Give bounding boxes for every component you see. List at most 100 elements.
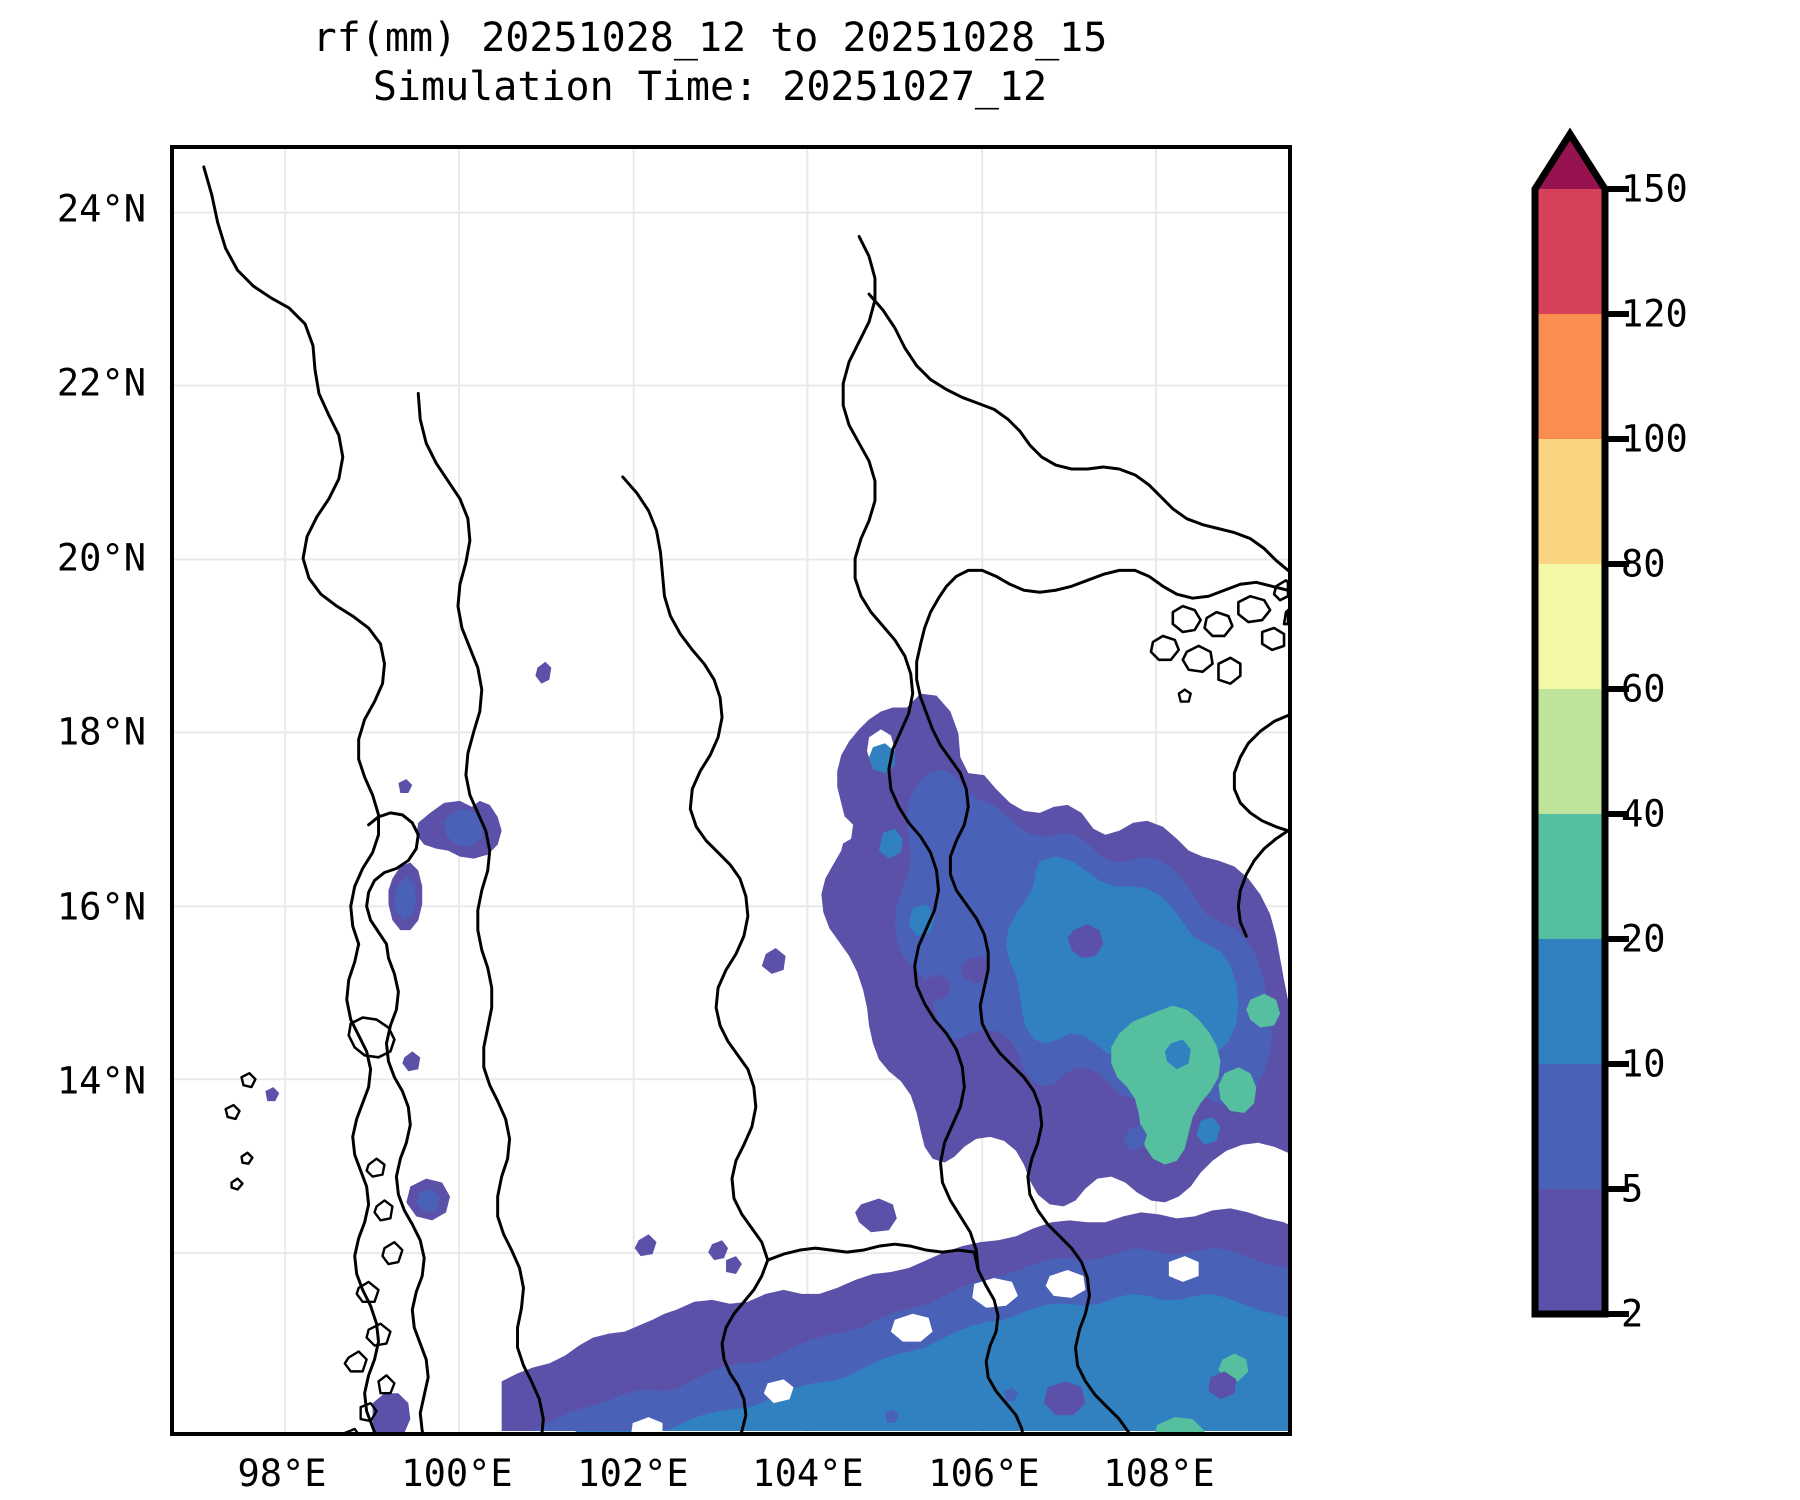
rain-myanmar-inland-5-10 [444,808,484,847]
colorbar-tick-80: 80 [1621,542,1666,586]
colorbar-band-100-120 [1535,314,1605,439]
coast-hainan [1232,713,1288,833]
coast-vietnam-central [931,727,1131,1432]
colorbar-svg [1531,127,1629,1318]
colorbar-band-60-80 [1535,564,1605,689]
colorbar-tick-2: 2 [1621,1292,1644,1336]
map-coastlines-and-borders [202,165,1288,1432]
xtick-label-98e: 98°E [237,1452,327,1495]
ytick-label-14n: 14°N [56,1059,146,1103]
rain-offshore-blob-c [855,1198,897,1233]
rainfall-contour-fills [265,661,1288,1432]
colorbar-tick-5: 5 [1621,1167,1644,1211]
rain-center-dot-d [922,973,951,1002]
rain-south-hole-a [890,1313,933,1342]
colorbar-tick-150: 150 [1621,167,1688,211]
rain-mottle-central-c [1123,1124,1148,1151]
ytick-label-20n: 20°N [56,536,146,580]
chart-title-line-2: Simulation Time: 20251027_12 [372,63,1048,110]
border-cambodia-south [720,1258,770,1432]
xtick-label-108e: 108°E [1103,1452,1215,1495]
island-dot-tonkin [1177,688,1192,703]
coast-vietnam-main [867,292,1288,572]
xtick-label-102e: 102°E [577,1452,689,1495]
rain-south-hole-d [631,1417,663,1432]
rain-myanmar-coast-5-10 [394,876,417,921]
rain-south-blob-w1 [372,1393,411,1432]
border-cambodia-north [766,1242,980,1272]
colorbar-band-20-40 [1535,814,1605,939]
colorbar-extend-max-arrow [1535,134,1605,189]
border-myanmar-inner [365,811,420,960]
coast-myanmar-west [345,942,381,1432]
colorbar-tick-20: 20 [1621,917,1666,961]
rain-myanmar-dot-a [398,779,413,793]
border-north-1 [202,165,386,946]
rain-spot-central-10-20-b [878,828,903,859]
xtick-label-104e: 104°E [752,1452,864,1495]
rain-band-central-gap-2 [831,816,854,845]
colorbar-tick-60: 60 [1621,667,1666,711]
colorbar-band-10-20 [1535,939,1605,1064]
rain-south-dot-b [1004,1387,1018,1402]
colorbar-bands [1535,189,1605,1314]
border-cambodia-east [976,1268,1024,1432]
colorbar-tick-10: 10 [1621,1042,1666,1086]
chart-title-line-1: rf(mm) 20251028_12 to 20251028_15 [312,15,1108,61]
map-svg [174,149,1288,1432]
rain-south-20-40-c [1155,1417,1205,1432]
coast-tonkin-south [1236,829,1288,938]
ytick-label-24n: 24°N [56,187,146,231]
border-myanmar-thailand [384,956,430,1432]
rain-center-dot-a [535,661,552,684]
rain-gulf-patch-core [416,1188,441,1213]
ytick-label-22n: 22°N [56,361,146,405]
rain-center-dot-c [761,948,786,974]
rain-south-hole-f [1168,1256,1199,1282]
rain-south-hole-b [972,1277,1018,1308]
rain-south-mottle-c [1208,1371,1237,1400]
rain-south-hole-e [763,1379,794,1404]
island-dots-misc [230,1151,254,1191]
border-thailand-west [416,391,545,1432]
colorbar-band-120-150 [1535,189,1605,314]
islands-halong [1149,579,1288,685]
rain-south-hole-c [1045,1270,1086,1298]
xtick-label-106e: 106°E [928,1452,1040,1495]
rain-offshore-blob-a [1067,924,1104,958]
rain-band-south-10-20 [575,1293,1288,1432]
colorbar-ticks [1605,186,1629,1317]
colorbar-band-80-100 [1535,439,1605,564]
rain-core-central-20-40 [1111,1005,1221,1165]
rain-south-single-b [726,1256,742,1274]
coast-red-river-delta [915,568,1288,731]
map-clip [174,149,1288,1432]
rain-myanmar-dot-b [402,1051,421,1072]
rain-myanmar-dot-c [265,1087,280,1102]
rain-mottle-central-a [1164,1039,1191,1070]
border-laos-vietnam [841,234,980,1272]
ytick-label-18n: 18°N [56,710,146,754]
colorbar-tick-100: 100 [1621,417,1688,461]
rain-south-single-a [708,1240,729,1261]
ytick-label-16n: 16°N [56,885,146,929]
rain-mottle-central-b [1196,1116,1221,1145]
rain-center-dot-b [634,1234,657,1257]
colorbar-outline [1531,127,1609,1318]
chart-title-block: rf(mm) 20251028_12 to 20251028_15 Simula… [0,14,1420,112]
rain-south-mottle-a [1043,1381,1086,1416]
rain-south-blob-w4 [573,1363,599,1392]
colorbar-band-40-60 [1535,689,1605,814]
xtick-label-100e: 100°E [401,1452,513,1495]
rain-core-central-20-40-c [1246,993,1281,1028]
colorbar-band-2-5 [1535,1189,1605,1314]
colorbar-tick-120: 120 [1621,292,1688,336]
islands-mergui [224,1072,404,1432]
border-laos-thailand [621,475,770,1262]
rain-band-central-10-20 [1006,856,1239,1058]
coast-myanmar-detail [347,1016,396,1059]
colorbar-band-5-10 [1535,1064,1605,1189]
colorbar-tick-40: 40 [1621,792,1666,836]
rain-core-central-20-40-b [1218,1067,1257,1113]
